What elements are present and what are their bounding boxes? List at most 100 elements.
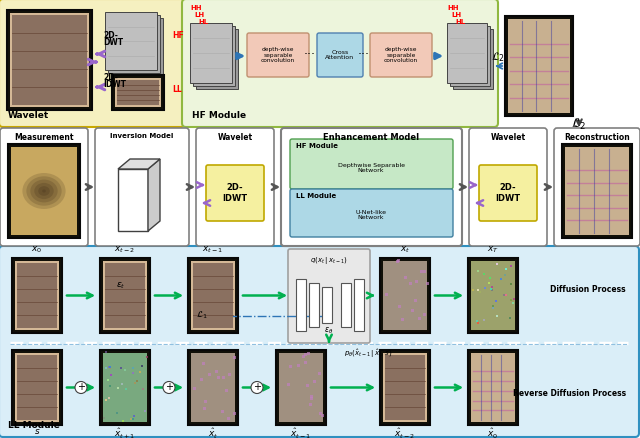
Bar (505, 294, 507, 296)
Bar (483, 273, 485, 276)
Ellipse shape (38, 186, 50, 196)
Text: 2D-
IDWT: 2D- IDWT (495, 183, 520, 203)
Text: Wavelet: Wavelet (490, 133, 525, 142)
Bar (107, 379, 109, 381)
Text: 2D-: 2D- (103, 31, 118, 40)
Bar (100, 258, 150, 333)
Bar (492, 307, 494, 309)
Bar (505, 16, 573, 116)
Bar (491, 286, 493, 288)
Polygon shape (118, 159, 160, 169)
Bar (227, 417, 230, 420)
Bar (15, 353, 59, 422)
Bar (415, 280, 417, 283)
Bar (297, 364, 300, 367)
Bar (136, 380, 138, 382)
Text: HH: HH (447, 5, 458, 11)
Bar (510, 265, 513, 267)
Bar (296, 279, 306, 331)
FancyBboxPatch shape (0, 128, 88, 246)
Bar (401, 318, 404, 321)
Text: $x_0$: $x_0$ (31, 244, 43, 255)
Bar (122, 420, 124, 422)
Ellipse shape (30, 180, 58, 202)
FancyBboxPatch shape (479, 165, 537, 221)
FancyBboxPatch shape (554, 128, 640, 246)
FancyBboxPatch shape (290, 189, 453, 237)
Bar (408, 282, 412, 285)
FancyBboxPatch shape (288, 249, 370, 343)
Bar (411, 309, 414, 312)
FancyBboxPatch shape (182, 0, 498, 127)
Text: HF Module: HF Module (296, 143, 338, 149)
Text: $\mathcal{L}_2$: $\mathcal{L}_2$ (491, 50, 505, 64)
Bar (380, 350, 430, 425)
Bar (11, 147, 77, 235)
Bar (132, 418, 134, 420)
Bar (509, 317, 511, 319)
Bar (512, 302, 514, 304)
Bar (415, 299, 417, 302)
Bar (111, 18, 163, 76)
Bar (420, 270, 423, 272)
Text: Reconstruction: Reconstruction (564, 133, 630, 142)
Bar (423, 270, 426, 273)
Bar (488, 282, 490, 284)
Bar (12, 350, 62, 425)
Bar (109, 367, 111, 369)
Bar (121, 383, 124, 385)
Bar (513, 298, 515, 300)
Text: Measurement: Measurement (14, 133, 74, 142)
Bar (383, 261, 427, 330)
Text: LL Module: LL Module (296, 193, 336, 199)
Bar (419, 317, 421, 320)
Bar (15, 261, 59, 330)
Bar (134, 382, 136, 384)
Bar (477, 270, 479, 272)
Text: $\mathcal{L}_2$: $\mathcal{L}_2$ (572, 117, 587, 132)
Text: $\hat{x}_{t-2}$: $\hat{x}_{t-2}$ (394, 427, 415, 438)
Bar (130, 418, 132, 420)
Bar (319, 412, 323, 415)
Bar (309, 283, 319, 327)
Bar (17, 355, 57, 420)
FancyBboxPatch shape (247, 33, 309, 77)
Bar (12, 15, 87, 105)
FancyBboxPatch shape (317, 33, 363, 77)
Bar (424, 313, 426, 316)
Text: 2D-
IDWT: 2D- IDWT (223, 183, 248, 203)
Bar (497, 263, 499, 265)
Bar (472, 289, 474, 291)
Bar (505, 268, 507, 270)
Bar (208, 373, 211, 376)
Text: 2D-: 2D- (103, 73, 118, 82)
Ellipse shape (22, 173, 65, 209)
Bar (225, 389, 228, 392)
Text: $x_{t-1}$: $x_{t-1}$ (202, 244, 223, 255)
Text: $x_t$: $x_t$ (400, 244, 410, 255)
Ellipse shape (35, 183, 54, 199)
Bar (139, 371, 141, 373)
Bar (100, 350, 150, 425)
Bar (17, 263, 57, 328)
Bar (399, 305, 401, 308)
Text: +: + (165, 382, 173, 392)
Bar (12, 258, 62, 333)
Text: $s$: $s$ (34, 427, 40, 436)
Bar (133, 415, 135, 417)
Text: LL Module: LL Module (8, 421, 60, 430)
Bar (322, 287, 332, 323)
Bar (200, 378, 203, 381)
Bar (233, 412, 236, 415)
Bar (404, 276, 407, 279)
Bar (105, 263, 145, 328)
Bar (116, 387, 118, 389)
Text: DWT: DWT (103, 38, 123, 47)
Bar (228, 373, 231, 375)
Bar (450, 26, 490, 86)
Bar (193, 387, 195, 390)
Bar (191, 353, 235, 422)
Bar (191, 261, 235, 330)
Bar (309, 403, 312, 406)
Bar (109, 385, 111, 387)
